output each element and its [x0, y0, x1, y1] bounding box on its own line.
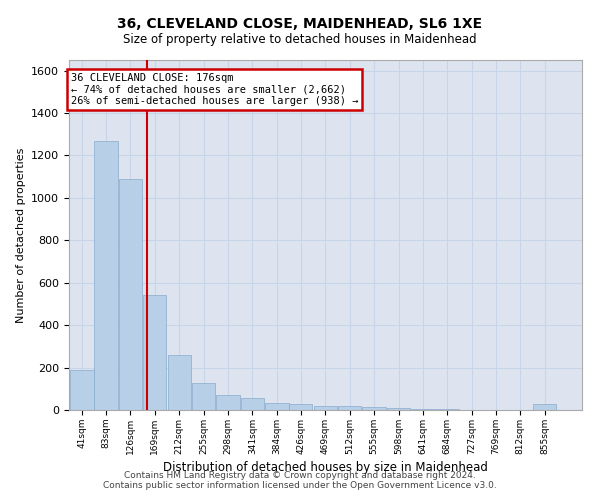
Text: Size of property relative to detached houses in Maidenhead: Size of property relative to detached ho… — [123, 32, 477, 46]
Bar — [167, 355, 191, 410]
Bar — [192, 384, 215, 410]
Y-axis label: Number of detached properties: Number of detached properties — [16, 148, 26, 322]
Bar — [314, 406, 337, 410]
Bar — [265, 402, 289, 410]
Bar — [217, 395, 240, 410]
Bar — [362, 407, 386, 410]
X-axis label: Distribution of detached houses by size in Maidenhead: Distribution of detached houses by size … — [163, 461, 488, 474]
Bar — [70, 370, 94, 410]
Bar — [338, 406, 361, 410]
Bar — [241, 398, 264, 410]
Text: Contains HM Land Registry data © Crown copyright and database right 2024.: Contains HM Land Registry data © Crown c… — [124, 470, 476, 480]
Text: Contains public sector information licensed under the Open Government Licence v3: Contains public sector information licen… — [103, 480, 497, 490]
Bar — [143, 296, 166, 410]
Bar — [411, 409, 434, 410]
Text: 36, CLEVELAND CLOSE, MAIDENHEAD, SL6 1XE: 36, CLEVELAND CLOSE, MAIDENHEAD, SL6 1XE — [118, 16, 482, 30]
Bar — [94, 140, 118, 410]
Text: 36 CLEVELAND CLOSE: 176sqm
← 74% of detached houses are smaller (2,662)
26% of s: 36 CLEVELAND CLOSE: 176sqm ← 74% of deta… — [71, 72, 358, 106]
Bar — [533, 404, 556, 410]
Bar — [289, 404, 313, 410]
Bar — [119, 179, 142, 410]
Bar — [387, 408, 410, 410]
